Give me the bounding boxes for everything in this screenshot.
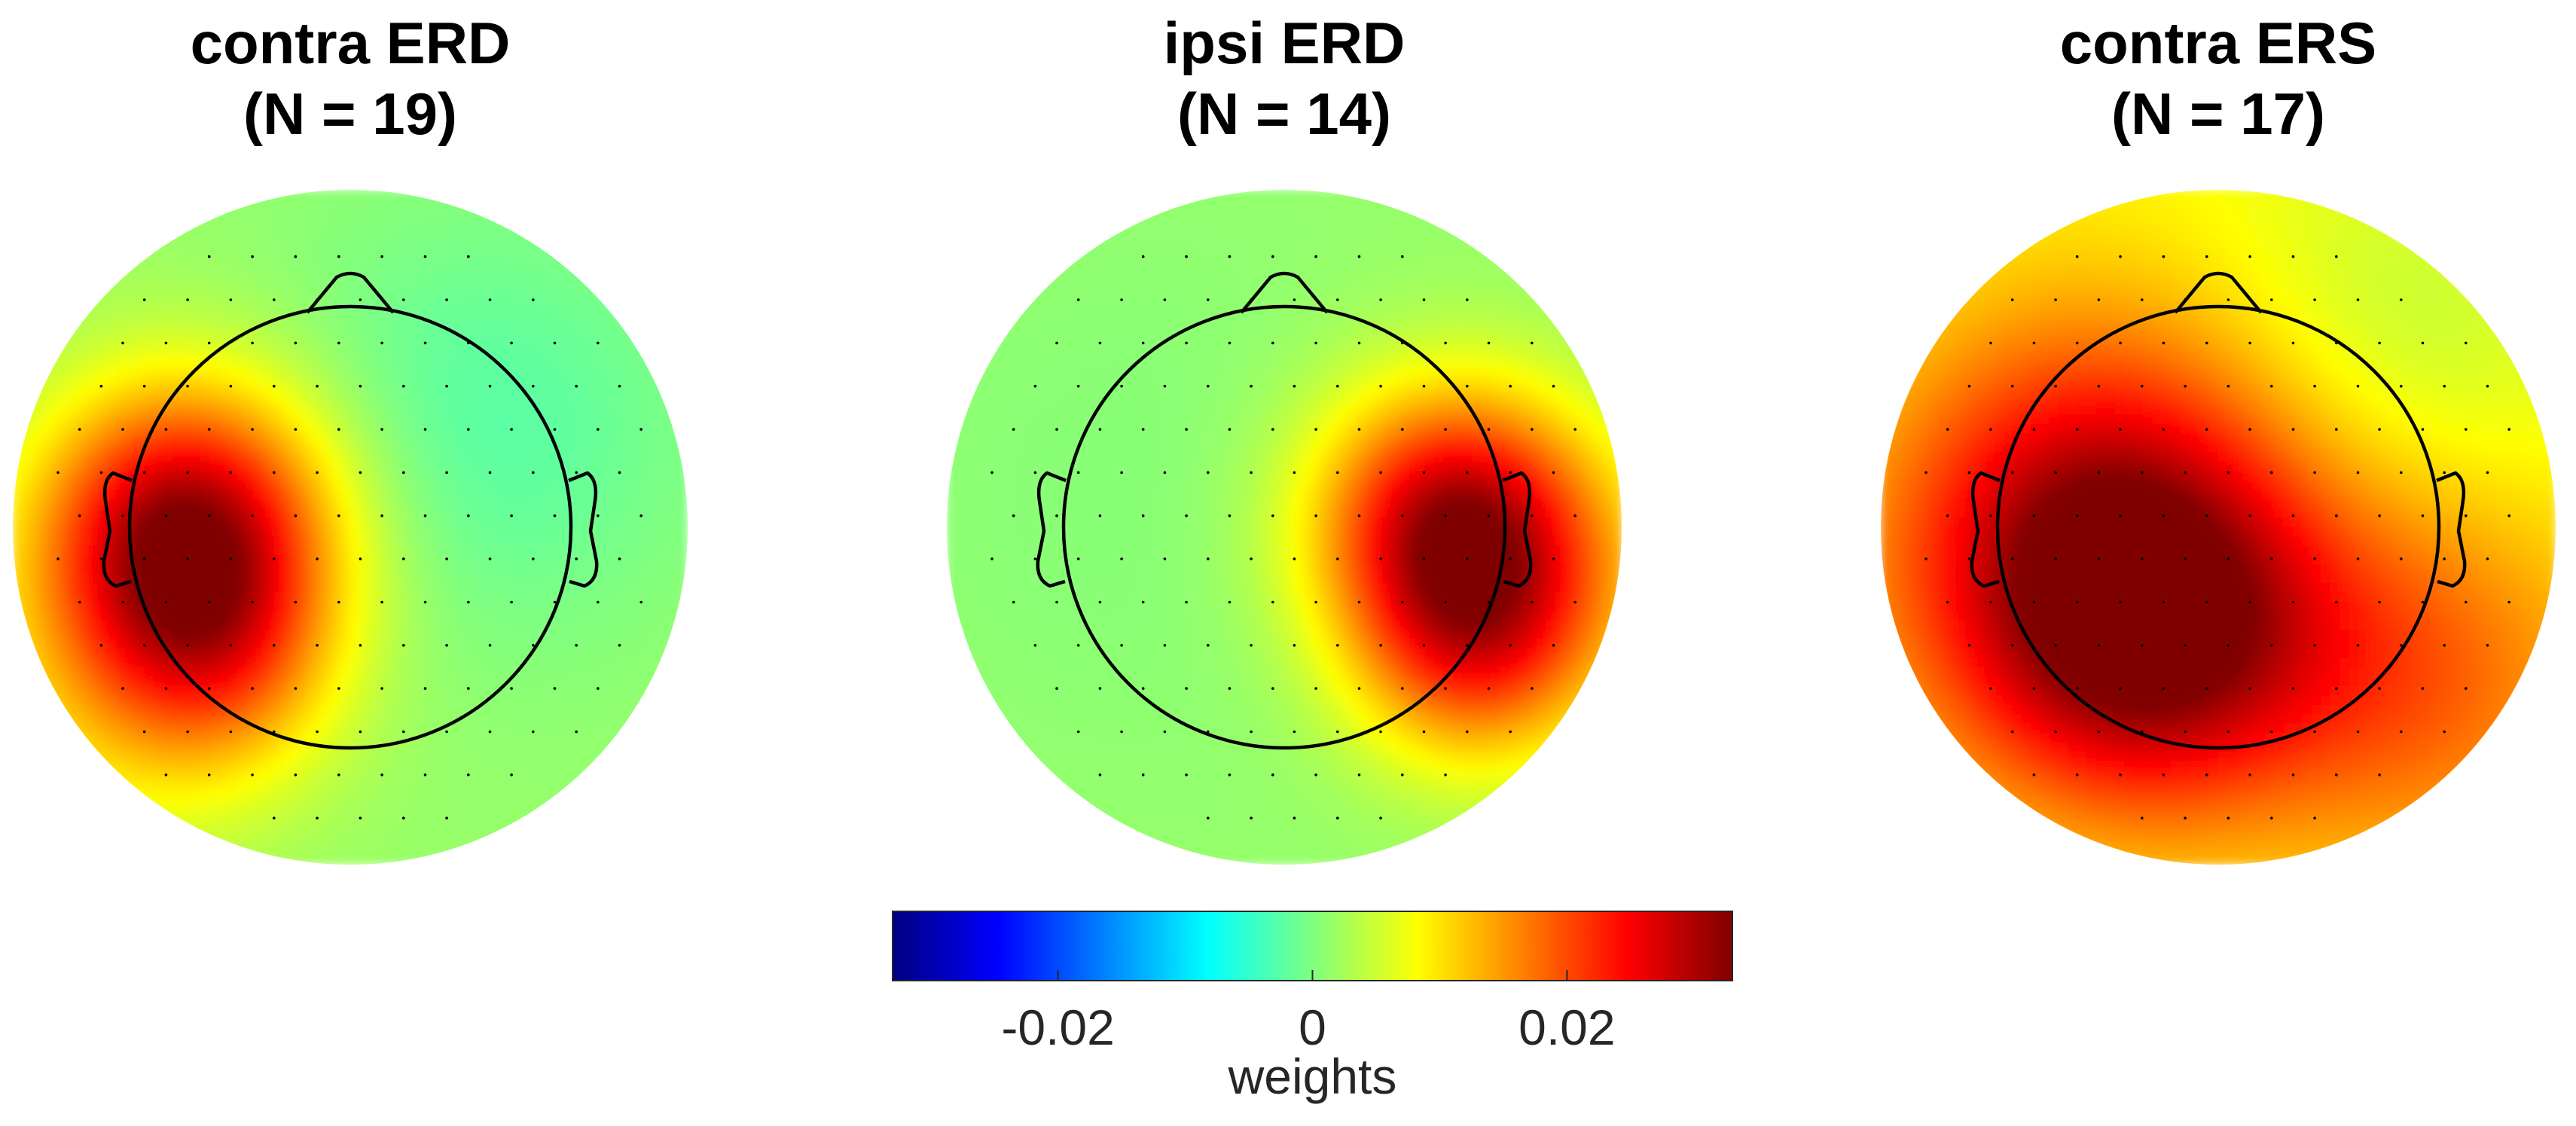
panel-title-contra-ers: contra ERS (N = 17) xyxy=(1842,8,2576,149)
panel-title-line1: contra ERD xyxy=(190,10,511,76)
sensor-dots xyxy=(990,255,1576,819)
panel-title-line2: (N = 14) xyxy=(1177,81,1391,147)
topomaps-group xyxy=(13,190,2556,865)
topomap-1 xyxy=(947,190,1622,865)
heatmap xyxy=(13,190,688,865)
colorbar-label: weights xyxy=(1228,1048,1397,1104)
nose-outline xyxy=(306,271,395,314)
left-ear-outline xyxy=(102,471,133,588)
colorbar: -0.02 0 0.02 weights xyxy=(892,911,1733,1104)
head-outline xyxy=(127,304,573,750)
topomap-2 xyxy=(1881,190,2556,865)
left-ear-outline xyxy=(1970,471,2001,588)
heatmap xyxy=(1881,190,2556,865)
right-ear-outline xyxy=(2436,471,2467,588)
panel-title-ipsi-erd: ipsi ERD (N = 14) xyxy=(908,8,1661,149)
heatmap xyxy=(947,190,1622,865)
head-outline xyxy=(1995,304,2441,750)
head-outline xyxy=(1061,304,1507,750)
colorbar-scale xyxy=(892,911,1733,981)
right-ear-outline xyxy=(1502,471,1533,588)
colorbar-tick-label: -0.02 xyxy=(1001,999,1114,1055)
right-ear-outline xyxy=(568,471,599,588)
colorbar-tick-label: 0.02 xyxy=(1518,999,1615,1055)
sensor-dots xyxy=(56,255,642,819)
sensor-dots xyxy=(1924,255,2510,819)
panel-title-line1: contra ERS xyxy=(2059,10,2377,76)
nose-outline xyxy=(2174,271,2263,314)
panel-title-contra-erd: contra ERD (N = 19) xyxy=(0,8,727,149)
panel-title-line2: (N = 19) xyxy=(243,81,457,147)
topomap-0 xyxy=(13,190,688,865)
panel-title-line1: ipsi ERD xyxy=(1163,10,1406,76)
nose-outline xyxy=(1240,271,1329,314)
left-ear-outline xyxy=(1036,471,1067,588)
colorbar-tick-label: 0 xyxy=(1299,999,1326,1055)
panel-title-line2: (N = 17) xyxy=(2111,81,2325,147)
